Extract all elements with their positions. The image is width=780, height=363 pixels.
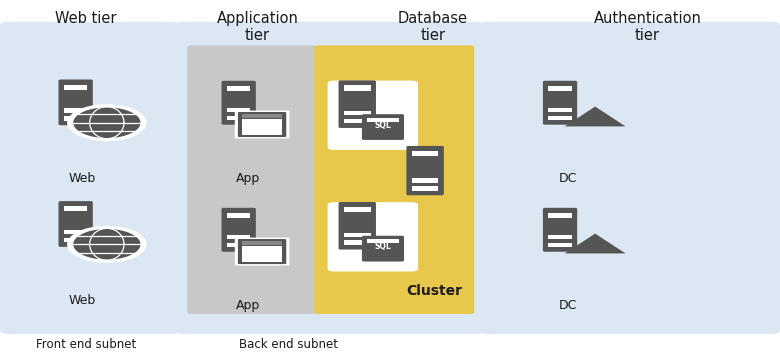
- FancyBboxPatch shape: [0, 22, 179, 334]
- Text: SQL: SQL: [374, 121, 392, 130]
- Text: Cluster: Cluster: [406, 284, 463, 298]
- Bar: [64, 206, 87, 211]
- Polygon shape: [565, 234, 626, 253]
- Bar: [548, 242, 572, 247]
- Bar: [344, 86, 370, 91]
- Text: Web tier: Web tier: [55, 11, 116, 26]
- Text: Authentication
tier: Authentication tier: [594, 11, 701, 43]
- Circle shape: [73, 228, 141, 260]
- Text: Web: Web: [69, 172, 95, 185]
- FancyBboxPatch shape: [328, 202, 418, 272]
- Text: App: App: [236, 172, 261, 185]
- Circle shape: [67, 104, 147, 141]
- Text: DC: DC: [558, 299, 577, 313]
- Circle shape: [67, 226, 147, 263]
- FancyBboxPatch shape: [238, 239, 286, 264]
- Bar: [344, 240, 370, 245]
- FancyBboxPatch shape: [543, 81, 577, 125]
- Bar: [242, 246, 282, 262]
- Bar: [548, 213, 572, 218]
- Bar: [227, 213, 250, 218]
- Bar: [344, 207, 370, 212]
- Bar: [64, 85, 87, 90]
- Bar: [367, 240, 399, 243]
- Text: Back end subnet: Back end subnet: [239, 338, 338, 351]
- Bar: [412, 151, 438, 156]
- Bar: [344, 111, 370, 115]
- FancyBboxPatch shape: [362, 236, 404, 261]
- Bar: [344, 232, 370, 237]
- FancyBboxPatch shape: [328, 81, 418, 150]
- Circle shape: [73, 107, 141, 139]
- Bar: [227, 234, 250, 239]
- FancyBboxPatch shape: [58, 201, 93, 247]
- Bar: [548, 107, 572, 112]
- FancyBboxPatch shape: [314, 45, 474, 314]
- FancyBboxPatch shape: [187, 45, 316, 314]
- FancyBboxPatch shape: [222, 81, 256, 125]
- FancyBboxPatch shape: [222, 208, 256, 252]
- Bar: [64, 238, 87, 242]
- Text: DC: DC: [558, 172, 577, 185]
- Text: Application
tier: Application tier: [217, 11, 298, 43]
- Bar: [64, 116, 87, 121]
- Text: Web: Web: [69, 294, 95, 307]
- Bar: [227, 107, 250, 112]
- FancyBboxPatch shape: [543, 208, 577, 252]
- FancyBboxPatch shape: [362, 114, 404, 140]
- FancyBboxPatch shape: [339, 80, 376, 128]
- Bar: [548, 234, 572, 239]
- FancyBboxPatch shape: [238, 112, 286, 137]
- Text: Database
tier: Database tier: [398, 11, 468, 43]
- Bar: [367, 118, 399, 122]
- Bar: [64, 230, 87, 234]
- Bar: [412, 178, 438, 183]
- FancyBboxPatch shape: [235, 110, 289, 139]
- Text: SQL: SQL: [374, 242, 392, 251]
- FancyBboxPatch shape: [176, 22, 484, 334]
- Bar: [227, 242, 250, 247]
- FancyBboxPatch shape: [235, 238, 289, 266]
- Polygon shape: [565, 107, 626, 126]
- Bar: [242, 119, 282, 135]
- Bar: [242, 114, 282, 118]
- Bar: [548, 86, 572, 91]
- Text: App: App: [236, 299, 261, 313]
- Bar: [64, 108, 87, 113]
- Bar: [227, 115, 250, 120]
- Bar: [412, 186, 438, 191]
- Bar: [548, 115, 572, 120]
- FancyBboxPatch shape: [58, 79, 93, 125]
- FancyBboxPatch shape: [406, 146, 444, 195]
- Bar: [344, 119, 370, 123]
- FancyBboxPatch shape: [480, 22, 780, 334]
- Bar: [242, 241, 282, 245]
- FancyBboxPatch shape: [339, 202, 376, 250]
- Bar: [227, 86, 250, 91]
- Text: Front end subnet: Front end subnet: [36, 338, 136, 351]
